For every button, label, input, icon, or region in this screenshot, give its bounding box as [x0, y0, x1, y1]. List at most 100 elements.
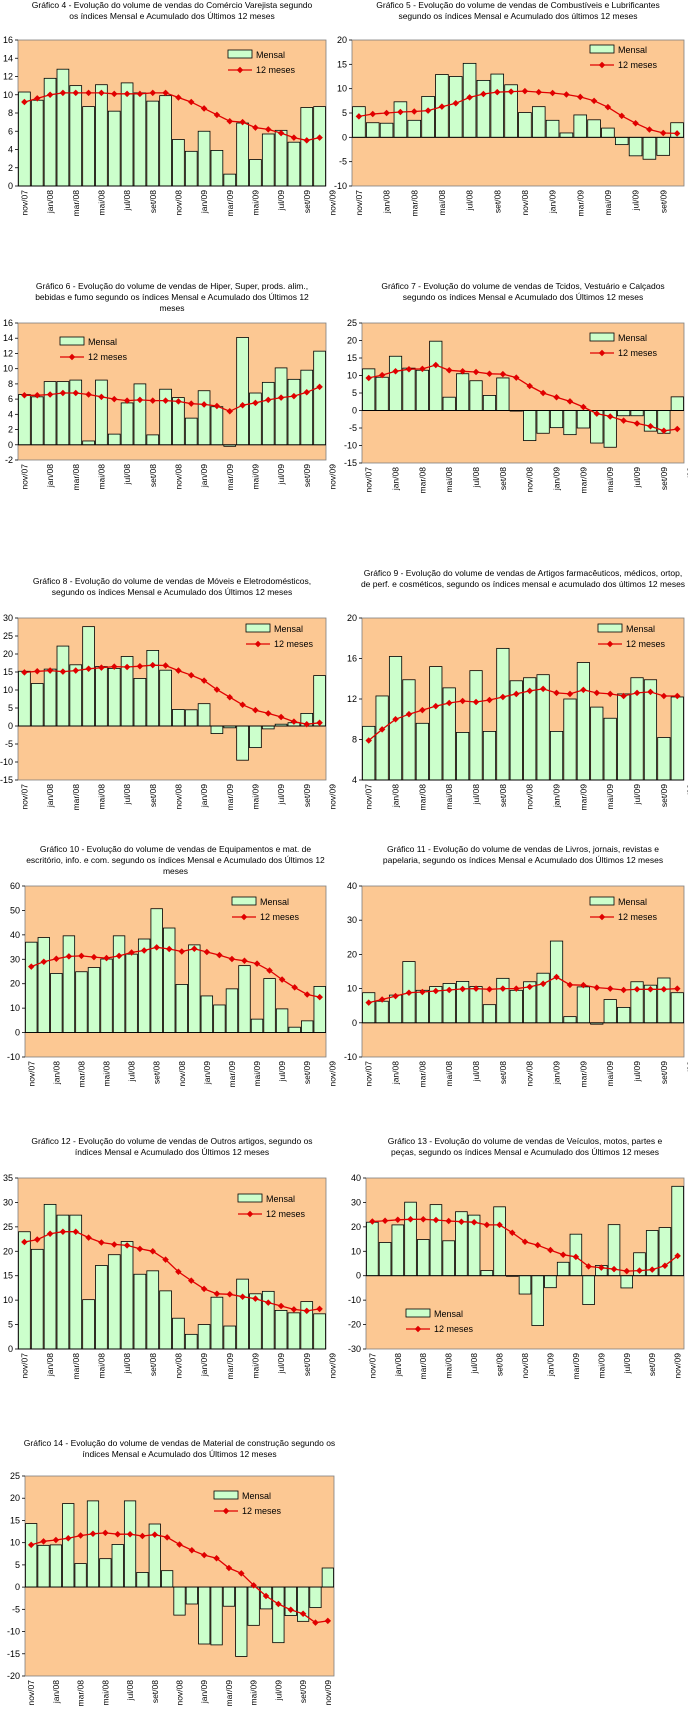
point-12-meses — [647, 986, 654, 993]
point-12-meses — [139, 1532, 146, 1540]
point-12-meses — [252, 1295, 259, 1302]
legend-line-marker — [598, 61, 606, 69]
bar-mensal — [107, 110, 121, 187]
x-tick-label: mar/09 — [225, 1353, 235, 1380]
bar-mensal — [313, 986, 326, 1033]
plot-area — [17, 1177, 327, 1350]
point-12-meses — [472, 368, 480, 376]
x-tick-label: mar/08 — [71, 1353, 81, 1380]
bar-mensal — [462, 62, 477, 138]
x-tick-label: jan/08 — [45, 784, 55, 808]
point-12-meses — [466, 94, 473, 101]
point-12-meses — [620, 692, 627, 700]
bar-mensal — [120, 82, 134, 187]
y-tick-label: 10 — [351, 1246, 361, 1256]
x-tick-label: jul/09 — [622, 1353, 632, 1375]
point-12-meses — [566, 690, 574, 698]
point-12-meses — [77, 1532, 84, 1539]
y-tick-label: 25 — [3, 1222, 13, 1232]
point-12-meses — [365, 999, 372, 1006]
x-tick-label: jul/08 — [122, 1353, 132, 1375]
y-tick-label: 2 — [8, 425, 13, 435]
bar-mensal — [146, 100, 160, 187]
bar-mensal — [658, 1227, 672, 1277]
point-12-meses — [151, 1531, 159, 1538]
bar-mensal — [614, 136, 629, 146]
bar-mensal — [448, 76, 463, 138]
bar-mensal — [523, 677, 537, 781]
x-tick-label: jul/09 — [277, 1061, 287, 1083]
point-12-meses — [566, 981, 574, 989]
x-tick-label: jul/09 — [632, 467, 642, 489]
point-12-meses — [549, 89, 556, 97]
x-tick-label: mai/09 — [603, 190, 613, 216]
bar-mensal — [563, 698, 577, 781]
bar-mensal — [184, 1333, 198, 1350]
bar-mensal — [300, 369, 314, 446]
bar-mensal — [37, 1544, 50, 1588]
point-12-meses — [674, 1252, 681, 1260]
point-12-meses — [405, 365, 413, 373]
bar-mensal — [185, 1586, 198, 1605]
point-12-meses — [636, 1267, 643, 1274]
point-12-meses — [606, 690, 614, 698]
bar-mensal — [159, 388, 172, 446]
point-12-meses — [632, 119, 639, 127]
bar-mensal — [476, 79, 491, 138]
bar-mensal — [249, 392, 262, 446]
bar-mensal — [569, 1233, 583, 1277]
legend-bar-swatch — [227, 49, 253, 59]
point-12-meses — [316, 383, 323, 391]
bar-mensal — [313, 1313, 326, 1350]
point-12-meses — [365, 737, 372, 744]
bar-mensal — [125, 953, 138, 1033]
point-12-meses — [509, 1229, 516, 1236]
x-tick-label: set/09 — [302, 190, 312, 213]
bar-mensal — [429, 1204, 443, 1277]
point-12-meses — [392, 368, 399, 375]
point-12-meses — [660, 692, 668, 700]
point-12-meses — [566, 398, 574, 405]
bar-mensal — [82, 1299, 95, 1350]
x-tick-label: jan/09 — [199, 464, 209, 488]
point-12-meses — [216, 951, 223, 959]
point-12-meses — [241, 957, 248, 965]
point-12-meses — [165, 945, 173, 953]
bar-mensal — [421, 96, 435, 138]
bar-mensal — [404, 1201, 417, 1277]
legend-label-12-meses: 12 meses — [274, 639, 314, 649]
bar-mensal — [536, 972, 550, 1024]
x-tick-label: set/08 — [152, 1061, 162, 1084]
point-12-meses — [419, 706, 426, 714]
y-tick-label: 4 — [8, 145, 13, 155]
plot-area — [361, 322, 685, 464]
bar-mensal — [133, 678, 147, 727]
point-12-meses — [405, 989, 413, 996]
bar-mensal — [523, 410, 537, 442]
point-12-meses — [200, 105, 208, 112]
point-12-meses — [424, 107, 432, 114]
bar-mensal — [670, 992, 684, 1024]
bar-mensal — [549, 940, 564, 1024]
y-tick-label: -10 — [344, 441, 357, 451]
y-tick-label: 15 — [10, 1515, 20, 1525]
bar-mensal — [601, 127, 615, 138]
x-tick-label: mai/08 — [96, 464, 106, 490]
x-tick-label: mai/08 — [444, 784, 454, 810]
x-tick-label: jan/09 — [545, 1353, 555, 1377]
legend-line-marker — [598, 913, 606, 921]
bar-mensal — [456, 373, 470, 411]
x-tick-label: mar/09 — [227, 1061, 237, 1088]
x-tick-label: mai/09 — [596, 1353, 606, 1379]
point-12-meses — [65, 953, 73, 960]
point-12-meses — [72, 389, 80, 397]
bar-mensal — [300, 107, 314, 187]
y-tick-label: 4 — [8, 409, 13, 419]
bar-mensal — [172, 139, 185, 187]
plot-area — [24, 885, 327, 1058]
point-12-meses — [90, 953, 98, 961]
legend-label-12-meses: 12 meses — [88, 352, 128, 362]
point-12-meses — [163, 1534, 171, 1541]
x-tick-label: nov/09 — [673, 1353, 683, 1379]
point-12-meses — [580, 403, 587, 411]
